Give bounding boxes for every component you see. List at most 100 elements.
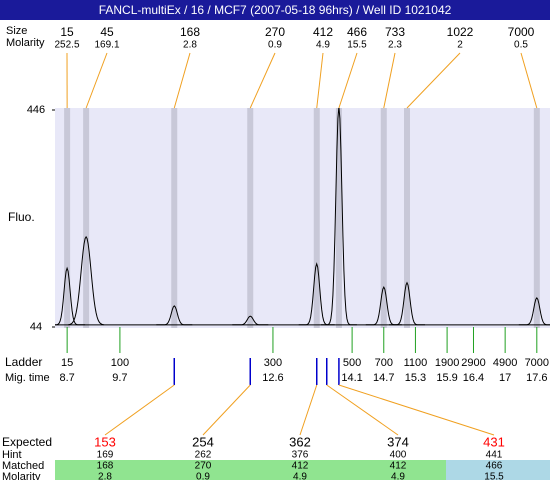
peak xyxy=(389,281,425,326)
y-tick-label: 446 xyxy=(27,104,45,116)
expected: 374 xyxy=(387,434,409,449)
peak xyxy=(156,305,193,326)
peak-molarity: 0.9 xyxy=(268,40,282,51)
matched: 412 xyxy=(390,461,407,472)
molarity: 0.9 xyxy=(196,472,210,480)
ladder-size: 2900 xyxy=(461,357,485,369)
matched-cell xyxy=(446,460,550,480)
peak-band xyxy=(247,108,254,328)
expected: 362 xyxy=(289,434,311,449)
ladder-time: 15.3 xyxy=(405,372,426,384)
peak-connector xyxy=(520,52,538,109)
peak-molarity: 169.1 xyxy=(94,40,119,51)
peak-size: 168 xyxy=(180,25,200,39)
peak-size: 15 xyxy=(60,25,74,39)
peak xyxy=(320,108,357,326)
expected: 153 xyxy=(94,434,116,449)
peak xyxy=(68,235,105,326)
row-label: Matched xyxy=(2,460,44,472)
peak-band xyxy=(64,108,71,328)
ladder-size: 4900 xyxy=(493,357,517,369)
matched-cell xyxy=(55,460,154,480)
ladder-time: 12.6 xyxy=(262,372,283,384)
trace xyxy=(55,108,550,326)
peak-connector xyxy=(316,52,324,109)
hint: 262 xyxy=(195,450,212,461)
expected: 431 xyxy=(483,434,505,449)
peak-band xyxy=(335,108,342,328)
hint: 441 xyxy=(486,450,503,461)
peak-molarity: 252.5 xyxy=(54,40,79,51)
peak xyxy=(232,315,269,326)
peak-molarity: 2.8 xyxy=(183,40,197,51)
hint: 400 xyxy=(390,450,407,461)
match-connector xyxy=(202,384,251,436)
peak-connector xyxy=(249,52,276,109)
matched-cell xyxy=(349,460,446,480)
row-label: Molarity xyxy=(6,37,45,49)
ladder-time: 8.7 xyxy=(59,372,74,384)
ladder-size: 7000 xyxy=(525,357,549,369)
molarity: 4.9 xyxy=(391,472,405,480)
title-bar xyxy=(0,0,550,20)
expected: 254 xyxy=(192,434,214,449)
matched-cell xyxy=(154,460,252,480)
matched: 466 xyxy=(486,461,503,472)
plot-area xyxy=(55,108,550,328)
peak-connector xyxy=(406,52,461,109)
ladder-size: 500 xyxy=(343,357,361,369)
ladder-size: 1100 xyxy=(404,357,428,369)
row-label: Hint xyxy=(2,449,22,461)
peak-band xyxy=(380,108,387,328)
peak xyxy=(518,297,550,326)
peak-molarity: 0.5 xyxy=(514,40,528,51)
peak-connector xyxy=(85,52,108,109)
peak-size: 733 xyxy=(385,25,405,39)
peak-molarity: 15.5 xyxy=(347,40,367,51)
peak-size: 45 xyxy=(100,25,114,39)
peak-molarity: 2 xyxy=(457,40,463,51)
row-label: Molarity xyxy=(2,471,41,480)
peak-connector xyxy=(173,52,191,109)
ladder-time: 15.9 xyxy=(436,372,457,384)
peak-band xyxy=(83,108,90,328)
title: FANCL-multiEx / 16 / MCF7 (2007-05-18 96… xyxy=(99,3,452,17)
matched-cell xyxy=(251,460,349,480)
ladder-time: 14.1 xyxy=(341,372,362,384)
matched: 168 xyxy=(97,461,114,472)
peak-molarity: 4.9 xyxy=(316,40,330,51)
ladder-time: 16.4 xyxy=(463,372,484,384)
ladder-time: 14.7 xyxy=(373,372,394,384)
hint: 169 xyxy=(97,450,114,461)
peak-molarity: 2.3 xyxy=(388,40,402,51)
peak-band xyxy=(313,108,320,328)
peak-connector xyxy=(383,52,396,109)
ladder-time: 17 xyxy=(499,372,511,384)
molarity: 15.5 xyxy=(484,472,504,480)
peak-band xyxy=(533,108,540,328)
row-label: Size xyxy=(6,25,27,37)
y-label: Fluo. xyxy=(8,210,35,224)
row-label: Expected xyxy=(2,435,52,449)
peak-size: 7000 xyxy=(508,25,535,39)
match-connector xyxy=(338,384,495,436)
peak xyxy=(298,262,335,326)
peak-band xyxy=(171,108,178,328)
ladder-size: 100 xyxy=(111,357,129,369)
peak-size: 466 xyxy=(347,25,367,39)
peak-size: 1022 xyxy=(447,25,474,39)
row-label: Mig. time xyxy=(5,372,50,384)
y-tick-label: 44 xyxy=(30,321,42,333)
row-label: Ladder xyxy=(5,355,42,369)
molarity: 4.9 xyxy=(293,472,307,480)
ladder-time: 9.7 xyxy=(112,372,127,384)
ladder-size: 300 xyxy=(264,357,282,369)
ladder-time: 17.6 xyxy=(526,372,547,384)
match-connector xyxy=(299,384,318,436)
ladder-size: 1900 xyxy=(435,357,459,369)
ladder-size: 15 xyxy=(61,357,73,369)
matched: 270 xyxy=(195,461,212,472)
peak-band xyxy=(403,108,410,328)
match-connector xyxy=(326,384,399,436)
